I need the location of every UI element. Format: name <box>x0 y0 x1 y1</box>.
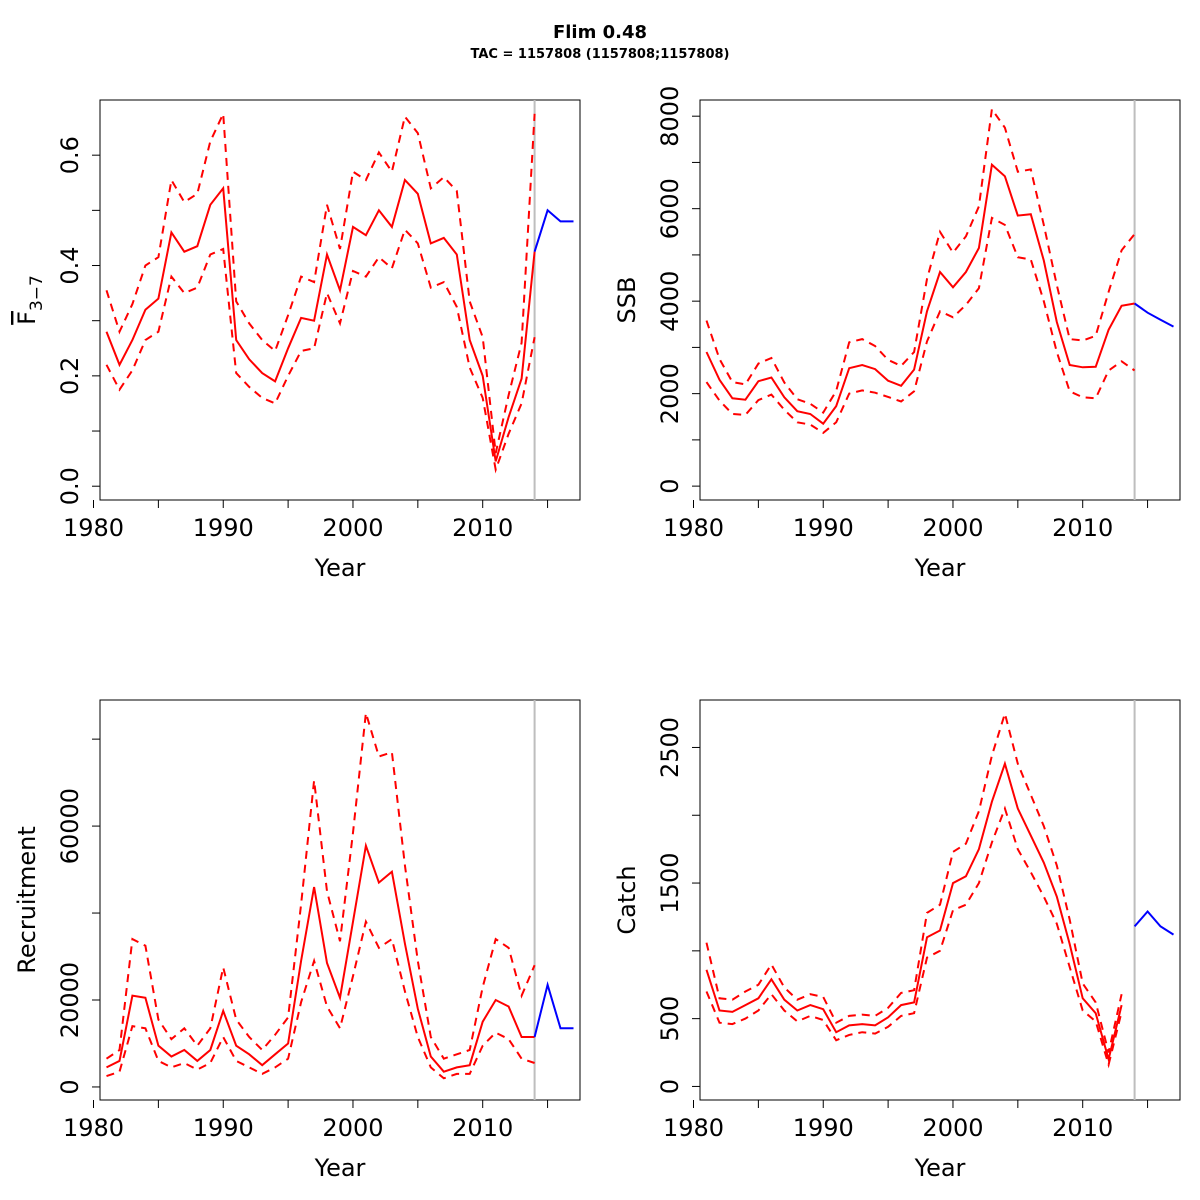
chart-panel-1: 1980 1990 2000 2010 0.0 0.2 0.4 0.6 Year F3−7 <box>13 99 581 582</box>
x-axis-label: Year <box>314 1154 366 1182</box>
plot-frame <box>699 699 1181 1101</box>
y-axis-label: Recruitment <box>13 826 41 973</box>
series-lower-bound <box>105 227 536 474</box>
x-tick-label: 2000 <box>922 514 983 542</box>
y-axis-label-subscript: 3−7 <box>27 275 47 311</box>
x-tick-label: 2000 <box>922 1114 983 1142</box>
x-tick-label: 1990 <box>793 1114 854 1142</box>
x-tick-label: 1990 <box>793 514 854 542</box>
series-upper-bound <box>105 712 536 1060</box>
y-axis-label: F3−7 <box>13 275 47 325</box>
series-estimate <box>106 841 535 1073</box>
series-estimate <box>705 162 1135 426</box>
series-forecast <box>533 980 574 1038</box>
y-tick-label: 8000 <box>656 86 684 147</box>
y-axis-label: Catch <box>613 865 641 934</box>
y-tick-label: 0 <box>656 478 684 493</box>
series-forecast <box>1133 909 1175 936</box>
x-tick-label: 2010 <box>1052 1114 1113 1142</box>
y-tick-label: 2500 <box>656 717 684 778</box>
y-tick-label: 20000 <box>56 962 84 1038</box>
x-axis-label: Year <box>314 554 366 582</box>
y-tick-label: 0 <box>656 1079 684 1094</box>
x-tick-label: 2000 <box>322 514 383 542</box>
x-tick-label: 2010 <box>452 1114 513 1142</box>
series-forecast <box>533 208 574 252</box>
plot-frame <box>99 699 581 1101</box>
y-tick-label: 0.0 <box>56 467 84 505</box>
x-tick-label: 1980 <box>63 1114 124 1142</box>
x-tick-label: 1980 <box>663 1114 724 1142</box>
x-tick-label: 1980 <box>663 514 724 542</box>
chart-panel-2: 1980 1990 2000 2010 0 2000 4000 6000 8000 Year SSB <box>613 86 1181 582</box>
series-lower-bound <box>705 216 1136 435</box>
y-tick-label: 60000 <box>56 788 84 864</box>
x-axis-label: Year <box>914 1154 966 1182</box>
series-lower-bound <box>705 805 1123 1069</box>
series-lower-bound <box>106 918 535 1080</box>
y-axis-label-main: F <box>13 311 41 325</box>
chart-panel-3: 1980 1990 2000 2010 0 20000 60000 Year Recruitme… <box>13 699 581 1182</box>
x-tick-label: 2010 <box>1052 514 1113 542</box>
series-forecast <box>1134 302 1174 328</box>
series-estimate <box>705 760 1123 1064</box>
y-tick-label: 0.2 <box>56 357 84 395</box>
y-tick-label: 0 <box>56 1079 84 1094</box>
x-tick-label: 2010 <box>452 514 513 542</box>
y-tick-label: 1500 <box>656 853 684 914</box>
y-tick-label: 2000 <box>656 363 684 424</box>
series-upper-bound <box>705 106 1136 415</box>
x-axis-label: Year <box>914 554 966 582</box>
plot-frame <box>99 99 581 501</box>
y-tick-label: 0.4 <box>56 246 84 284</box>
chart-panel-4: 1980 1990 2000 2010 0 500 1500 2500 Year Catch <box>613 699 1181 1182</box>
x-tick-label: 1980 <box>63 514 124 542</box>
series-upper-bound <box>705 709 1123 1053</box>
page-subtitle: TAC = 1157808 (1157808;1157808) <box>470 47 730 62</box>
x-tick-label: 1990 <box>193 514 254 542</box>
y-tick-label: 500 <box>656 996 684 1042</box>
series-upper-bound <box>105 109 536 454</box>
y-axis-label: SSB <box>613 277 641 324</box>
y-tick-label: 4000 <box>656 271 684 332</box>
x-tick-label: 2000 <box>322 1114 383 1142</box>
series-estimate <box>105 178 536 462</box>
y-tick-label: 6000 <box>656 178 684 239</box>
page-title: Flim 0.48 <box>552 22 648 43</box>
y-tick-label: 0.6 <box>56 136 84 174</box>
plot-frame <box>699 99 1181 501</box>
x-tick-label: 1990 <box>193 1114 254 1142</box>
